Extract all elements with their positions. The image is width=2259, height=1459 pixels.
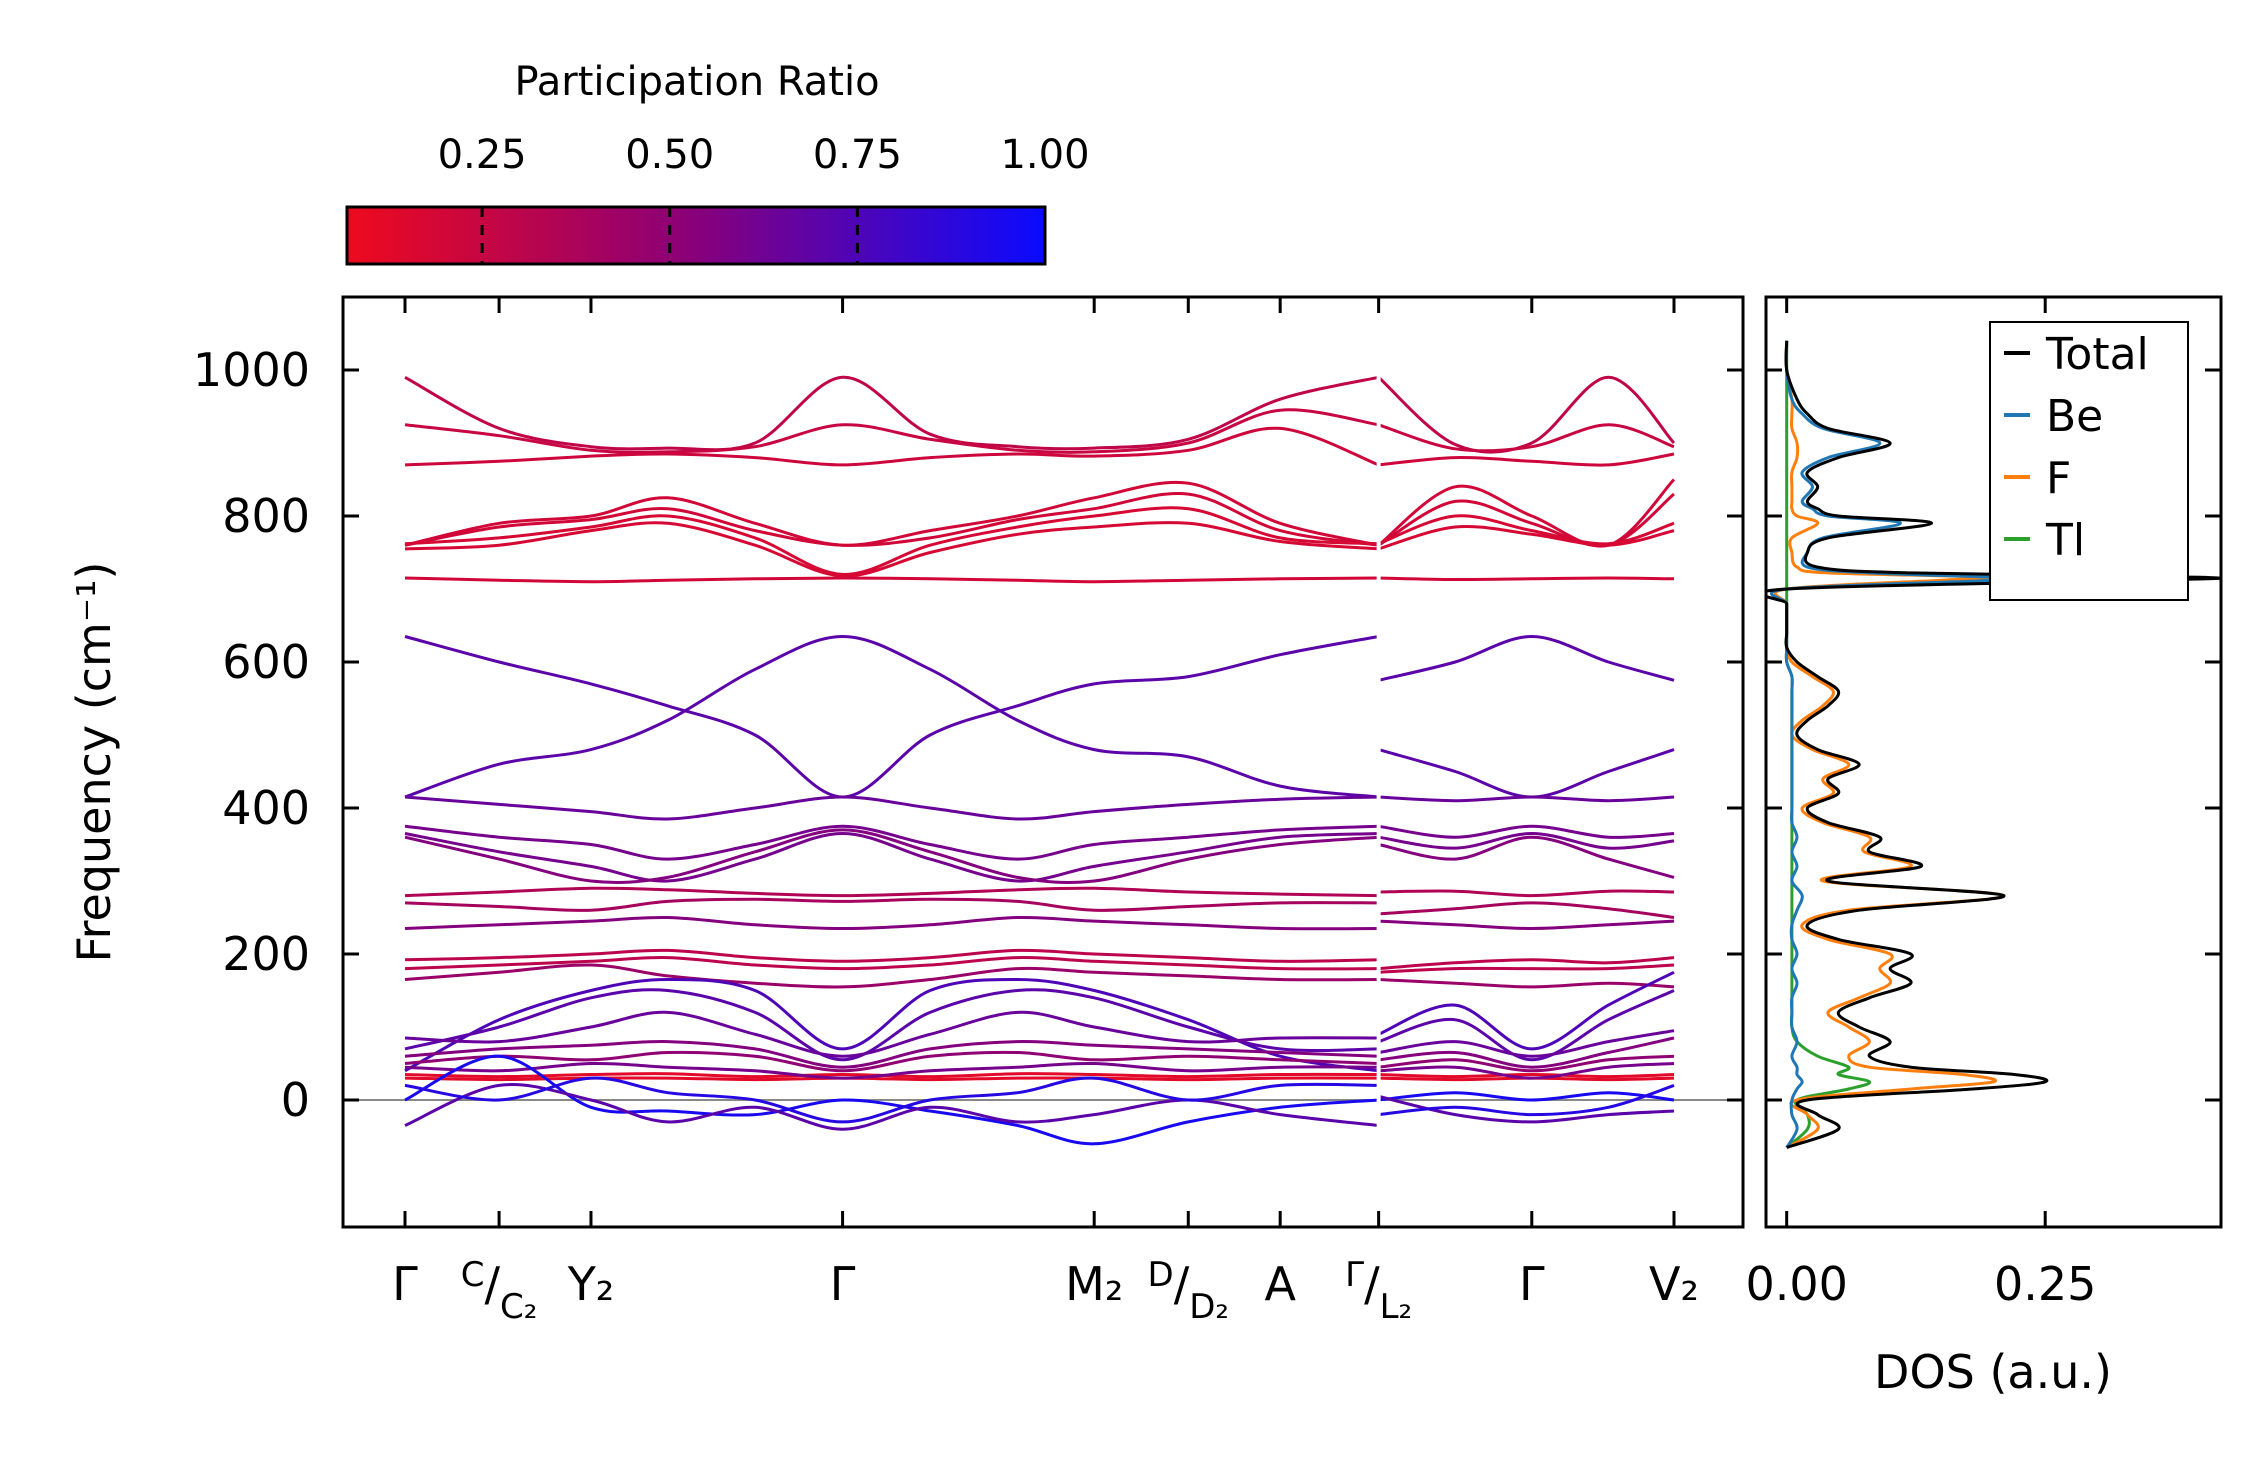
band-mid-3 — [404, 795, 1379, 821]
y-tick-label: 800 — [222, 489, 310, 543]
colorbar-gradient — [345, 205, 1047, 266]
colorbar-tick-label: 1.00 — [1000, 132, 1089, 178]
x-tick-label: Γ — [392, 1257, 418, 1311]
band-low-2 — [404, 897, 1379, 912]
band-ac-10 — [404, 1083, 1379, 1131]
band-ac-3 — [404, 1010, 1379, 1058]
y-tick-label: 400 — [222, 781, 310, 835]
band-mid-6-b — [1378, 835, 1675, 879]
legend-box — [1989, 321, 2189, 601]
band-high-4 — [404, 480, 1379, 547]
band-ac-3-b — [1378, 1029, 1675, 1058]
band-high-5 — [404, 491, 1379, 547]
band-ac-11 — [404, 1076, 1379, 1124]
band-high-8-b — [1378, 576, 1675, 582]
band-ac-2 — [404, 988, 1379, 1062]
dos-x-tick-label: 0.00 — [1745, 1257, 1847, 1311]
band-high-1 — [404, 375, 1379, 452]
band-high-8 — [404, 576, 1379, 584]
colorbar-tick-label: 0.75 — [813, 132, 902, 178]
dos-frame — [1764, 295, 2223, 1229]
band-high-1-b — [1377, 375, 1676, 454]
band-mid-5 — [404, 831, 1379, 883]
band-low-1-b — [1378, 889, 1675, 898]
colorbar: Participation Ratio 0.25 0.50 0.75 1.00 — [345, 59, 1090, 266]
band-ac-4 — [404, 1040, 1379, 1069]
band-ac-9-b — [1378, 1091, 1675, 1102]
band-ac-1-b — [1378, 970, 1675, 1051]
x-tick-label: Γ/L₂ — [1345, 1255, 1412, 1327]
band-mid-4 — [404, 824, 1379, 861]
band-ac-8 — [404, 1061, 1379, 1080]
y-tick-label: 1000 — [193, 343, 310, 397]
band-ac-7-b — [1378, 1072, 1675, 1079]
band-high-3-b — [1378, 452, 1675, 467]
legend-label-tl: Tl — [2045, 515, 2085, 566]
dos-total — [1766, 340, 2221, 1149]
band-ac-1 — [404, 977, 1379, 1073]
band-low-6-b — [1378, 978, 1675, 989]
band-ac-5-b — [1378, 1054, 1675, 1073]
band-low-6 — [404, 963, 1379, 989]
legend-label-be: Be — [2046, 391, 2103, 442]
band-low-4-b — [1378, 956, 1675, 971]
dos-f — [1773, 340, 2006, 1149]
band-mid-2-b — [1378, 748, 1675, 799]
y-tick-label: 0 — [281, 1073, 310, 1127]
x-tick-label: A — [1264, 1257, 1296, 1311]
band-ac-4-b — [1378, 1036, 1675, 1069]
band-high-2-b — [1378, 423, 1675, 453]
band-ac-6 — [404, 1076, 1379, 1082]
colorbar-tick-label: 0.50 — [625, 132, 714, 178]
legend-label-f: F — [2046, 453, 2071, 504]
legend-label-total: Total — [2045, 329, 2149, 380]
x-tick-label: Γ — [1519, 1257, 1545, 1311]
band-low-1 — [404, 886, 1379, 898]
y-tick-label: 600 — [222, 635, 310, 689]
band-mid-5-b — [1378, 831, 1675, 850]
band-ac-8-b — [1378, 1062, 1675, 1080]
dos-panel: 0.00 0.25 DOS (a.u.) Total Be F Tl — [1745, 295, 2223, 1399]
x-tick-label: D/D₂ — [1148, 1255, 1230, 1327]
band-low-3 — [404, 915, 1379, 931]
dispersion-frame — [341, 295, 1745, 1229]
band-low-2-b — [1378, 901, 1675, 919]
band-ac-2-b — [1378, 989, 1675, 1062]
x-tick-label: Γ — [830, 1257, 856, 1311]
band-high-6-b — [1378, 514, 1675, 546]
dos-be — [1769, 340, 2017, 1149]
dos-x-tick-label: 0.25 — [1994, 1257, 2096, 1311]
band-low-5 — [404, 956, 1379, 971]
x-tick-label: V₂ — [1649, 1257, 1699, 1311]
dispersion-panel: 0 200 400 600 800 1000 Γ C/C₂ Y₂ Γ M₂ D/D₂ A Γ/L₂ Γ V₂… — [67, 295, 1745, 1327]
colorbar-label: Participation Ratio — [514, 59, 879, 105]
band-high-4-b — [1377, 478, 1676, 548]
band-low-3-b — [1378, 919, 1675, 931]
band-high-7-b — [1378, 524, 1675, 551]
band-high-5-b — [1377, 492, 1675, 548]
band-ac-11-b — [1378, 1083, 1675, 1117]
y-tick-label: 200 — [222, 927, 310, 981]
x-tick-label: Y₂ — [567, 1257, 615, 1311]
band-mid-1 — [404, 635, 1379, 799]
band-mid-3-b — [1378, 795, 1675, 803]
x-tick-label: M₂ — [1065, 1257, 1123, 1311]
band-mid-6 — [404, 828, 1379, 884]
band-high-3 — [404, 426, 1380, 467]
band-ac-5 — [404, 1050, 1379, 1073]
colorbar-tick-label: 0.25 — [438, 132, 527, 178]
dos-x-axis-label: DOS (a.u.) — [1874, 1345, 2112, 1399]
legend: Total Be F Tl — [1989, 321, 2189, 601]
band-mid-4-b — [1378, 824, 1675, 839]
band-high-2 — [404, 408, 1379, 454]
band-low-5-b — [1378, 963, 1675, 974]
y-axis-label: Frequency (cm⁻¹) — [67, 562, 121, 963]
band-low-4 — [404, 948, 1379, 963]
x-tick-label: C/C₂ — [461, 1255, 538, 1327]
band-mid-1-b — [1378, 634, 1675, 682]
band-mid-2 — [404, 634, 1379, 799]
band-high-6 — [404, 506, 1379, 576]
band-high-7 — [404, 521, 1379, 578]
